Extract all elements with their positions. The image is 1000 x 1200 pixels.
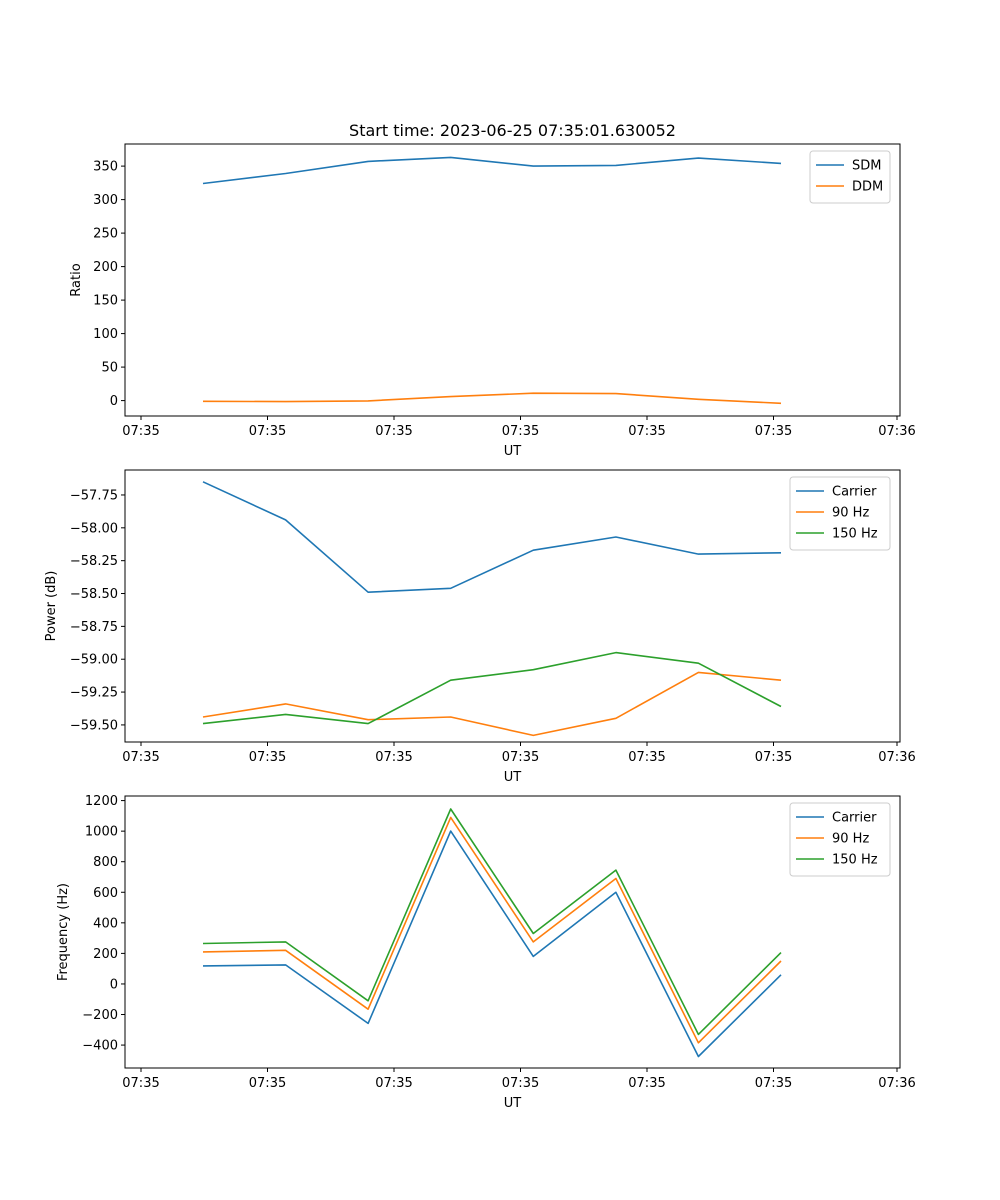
series-line-ddm — [202, 392, 782, 405]
legend: SDM DDM — [809, 150, 891, 204]
y-tick-label: −58.00 — [70, 521, 118, 536]
x-tick-label: 07:36 — [878, 1076, 915, 1091]
panel-1: 07:35 07:35 07:35 07:35 07:35 07:35 07:36 UT 0 50… — [69, 143, 916, 459]
y-tick-label: −59.00 — [70, 653, 118, 668]
x-tick-label: 07:35 — [375, 750, 412, 765]
y-tick-label: 800 — [93, 855, 118, 870]
x-tick-label: 07:35 — [628, 1076, 665, 1091]
x-tick-label: 07:35 — [755, 424, 792, 439]
y-tick-label: 250 — [93, 227, 118, 242]
x-tick-label: 07:36 — [878, 750, 915, 765]
x-tick-label: 07:36 — [878, 424, 915, 439]
y-axis-label: Frequency (Hz) — [56, 883, 71, 981]
y-tick-label: 400 — [93, 916, 118, 931]
x-tick-label: 07:35 — [122, 424, 159, 439]
x-tick-label: 07:35 — [628, 424, 665, 439]
x-axis-label: UT — [504, 444, 522, 459]
series-line-carrier — [202, 481, 782, 594]
x-tick-label: 07:35 — [502, 1076, 539, 1091]
x-tick-label: 07:35 — [122, 750, 159, 765]
x-tick-label: 07:35 — [249, 750, 286, 765]
legend-label: 90 Hz — [832, 832, 869, 847]
legend: Carrier 90 Hz 150 Hz — [789, 802, 891, 877]
legend-label: 90 Hz — [832, 506, 869, 521]
legend-box — [809, 150, 891, 204]
series-line-150-hz — [202, 651, 782, 725]
axes-frame — [124, 143, 901, 417]
x-tick-label: 07:35 — [502, 424, 539, 439]
series-line-90-hz — [202, 816, 782, 1044]
x-tick-label: 07:35 — [122, 1076, 159, 1091]
y-tick-label: −58.25 — [70, 554, 118, 569]
legend-label: 150 Hz — [832, 527, 878, 542]
panel-2: 07:35 07:35 07:35 07:35 07:35 07:35 07:36 UT −57… — [44, 469, 916, 785]
y-tick-label: −57.75 — [70, 488, 118, 503]
y-tick-label: 1200 — [85, 794, 118, 809]
legend-label: SDM — [852, 159, 881, 174]
legend-label: Carrier — [832, 485, 877, 500]
y-tick-label: −200 — [82, 1008, 118, 1023]
x-tick-label: 07:35 — [249, 424, 286, 439]
x-tick-label: 07:35 — [375, 1076, 412, 1091]
panels: 07:35 07:35 07:35 07:35 07:35 07:35 07:36 UT 0 50… — [44, 143, 916, 1111]
y-tick-label: 1000 — [85, 825, 118, 840]
axes-frame — [124, 469, 901, 743]
x-tick-label: 07:35 — [755, 1076, 792, 1091]
y-tick-label: 100 — [93, 327, 118, 342]
y-tick-label: 0 — [110, 977, 118, 992]
x-axis-label: UT — [504, 770, 522, 785]
y-tick-label: −58.50 — [70, 587, 118, 602]
y-axis-label: Power (dB) — [44, 571, 59, 642]
y-tick-label: 150 — [93, 294, 118, 309]
y-axis-label: Ratio — [69, 263, 84, 296]
y-tick-label: 0 — [110, 394, 118, 409]
legend-label: Carrier — [832, 811, 877, 826]
panel-3: 07:35 07:35 07:35 07:35 07:35 07:35 07:36 UT −40… — [56, 794, 916, 1111]
x-tick-label: 07:35 — [755, 750, 792, 765]
y-tick-label: 600 — [93, 886, 118, 901]
x-tick-label: 07:35 — [502, 750, 539, 765]
legend-box — [789, 476, 891, 551]
series-line-carrier — [202, 830, 782, 1058]
legend-label: DDM — [852, 180, 883, 195]
y-tick-label: 350 — [93, 160, 118, 175]
x-tick-label: 07:35 — [628, 750, 665, 765]
y-tick-label: 50 — [101, 361, 118, 376]
legend-box — [789, 802, 891, 877]
series-line-150-hz — [202, 808, 782, 1036]
y-tick-label: −59.50 — [70, 718, 118, 733]
y-tick-label: −400 — [82, 1039, 118, 1054]
y-tick-label: −58.75 — [70, 620, 118, 635]
y-tick-label: −59.25 — [70, 686, 118, 701]
legend-label: 150 Hz — [832, 853, 878, 868]
y-tick-label: 300 — [93, 193, 118, 208]
legend: Carrier 90 Hz 150 Hz — [789, 476, 891, 551]
chart-title: Start time: 2023-06-25 07:35:01.630052 — [349, 121, 676, 140]
axes-frame — [124, 795, 901, 1069]
x-tick-label: 07:35 — [249, 1076, 286, 1091]
y-tick-label: 200 — [93, 947, 118, 962]
x-tick-label: 07:35 — [375, 424, 412, 439]
series-line-90-hz — [202, 671, 782, 737]
x-axis-label: UT — [504, 1096, 522, 1111]
y-tick-label: 200 — [93, 260, 118, 275]
series-line-sdm — [202, 156, 782, 185]
